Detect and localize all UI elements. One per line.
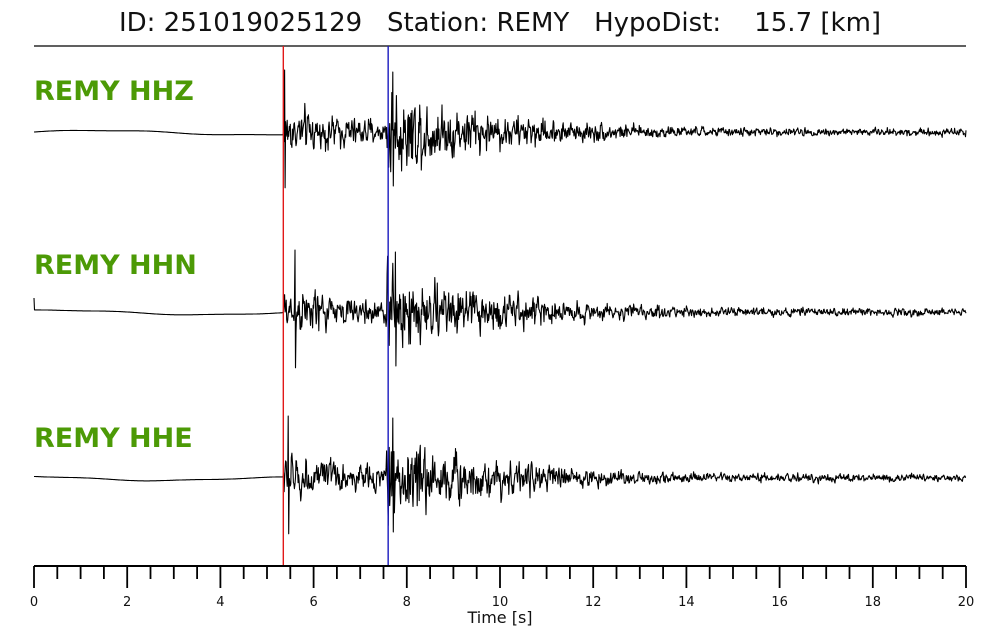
station-label: Station: bbox=[386, 8, 489, 38]
x-axis-label: Time [s] bbox=[466, 608, 532, 627]
tick-label-6: 6 bbox=[309, 595, 317, 610]
tick-label-0: 0 bbox=[30, 595, 38, 610]
event-id: 251019025129 bbox=[163, 8, 363, 38]
tick-label-12: 12 bbox=[585, 595, 602, 610]
trace-line-remy-hhn bbox=[33, 249, 967, 369]
trace-label-remy-hhn: REMY HHN bbox=[34, 250, 197, 281]
tick-label-14: 14 bbox=[678, 595, 695, 610]
station-name: REMY bbox=[496, 8, 570, 38]
trace-label-remy-hhe: REMY HHE bbox=[34, 423, 193, 454]
tick-label-8: 8 bbox=[403, 595, 411, 610]
trace-line-remy-hhe bbox=[33, 415, 967, 535]
figure-title: ID: 251019025129 Station: REMY HypoDist:… bbox=[0, 8, 1000, 38]
tick-label-10: 10 bbox=[492, 595, 509, 610]
tick-label-20: 20 bbox=[958, 595, 975, 610]
tick-label-16: 16 bbox=[771, 595, 788, 610]
trace-label-remy-hhz: REMY HHZ bbox=[34, 76, 194, 107]
hypodist-unit: [km] bbox=[820, 8, 882, 38]
trace-line-remy-hhz bbox=[33, 69, 967, 189]
hypodist-value: 15.7 bbox=[754, 8, 813, 38]
id-label: ID: bbox=[118, 8, 156, 38]
tick-label-2: 2 bbox=[123, 595, 131, 610]
tick-label-18: 18 bbox=[865, 595, 882, 610]
tick-label-4: 4 bbox=[216, 595, 224, 610]
hypodist-label: HypoDist: bbox=[594, 8, 722, 38]
